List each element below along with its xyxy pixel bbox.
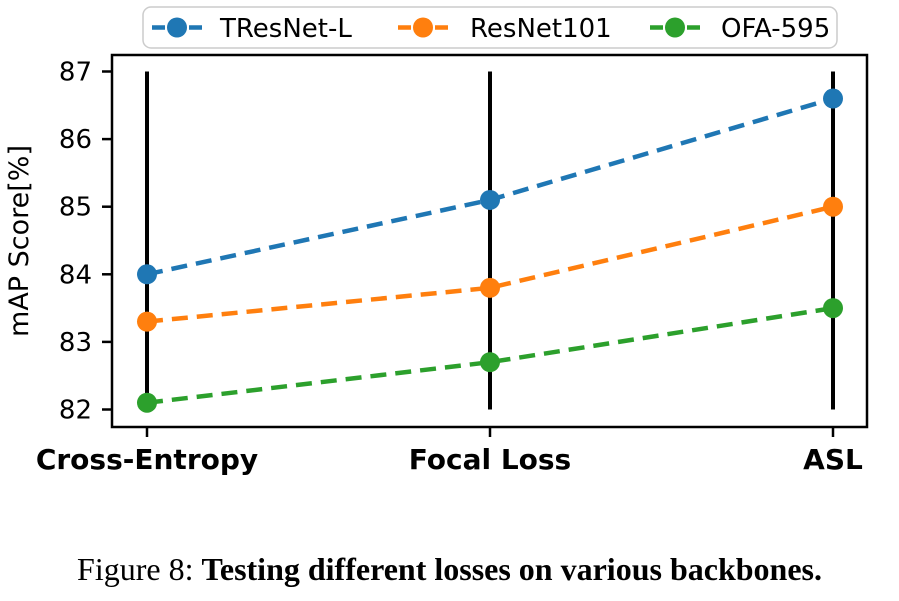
y-tick-label: 82	[59, 396, 92, 426]
data-point-OFA-595	[823, 298, 843, 319]
data-point-OFA-595	[137, 392, 157, 413]
x-tick-label: ASL	[803, 443, 863, 476]
series-line-ResNet101	[146, 204, 834, 324]
y-tick-label: 87	[59, 58, 92, 88]
y-tick-label: 85	[59, 193, 92, 223]
data-point-TResNet-L	[480, 189, 500, 210]
data-point-OFA-595	[480, 352, 500, 373]
x-tick-label: Cross-Entropy	[36, 443, 258, 476]
y-tick-label: 83	[59, 328, 92, 358]
legend-sample-marker-OFA-595	[665, 17, 685, 38]
legend-label-OFA-595: OFA-595	[721, 14, 830, 44]
y-tick-label: 84	[59, 260, 92, 290]
data-point-TResNet-L	[137, 264, 157, 285]
legend-label-TResNet-L: TResNet-L	[219, 14, 352, 44]
legend-label-ResNet101: ResNet101	[470, 14, 612, 44]
data-point-ResNet101	[480, 277, 500, 298]
x-tick-label: Focal Loss	[409, 443, 571, 476]
figure-caption: Figure 8: Testing different losses on va…	[0, 551, 899, 588]
data-point-ResNet101	[137, 311, 157, 332]
caption-prefix: Figure 8:	[77, 551, 202, 587]
legend-sample-marker-TResNet-L	[167, 17, 187, 38]
data-point-TResNet-L	[823, 88, 843, 109]
chart: 82 83 84 85 86 87 Cross-Entropy Focal Loss ASL mA…	[4, 6, 869, 476]
legend-sample-marker-ResNet101	[413, 17, 433, 38]
series-line-OFA-595	[146, 305, 834, 405]
data-point-ResNet101	[823, 196, 843, 217]
y-axis-label: mAP Score[%]	[4, 145, 35, 337]
legend-box	[142, 6, 838, 49]
y-tick-label: 86	[59, 125, 92, 155]
caption-title: Testing different losses on various back…	[201, 551, 822, 587]
